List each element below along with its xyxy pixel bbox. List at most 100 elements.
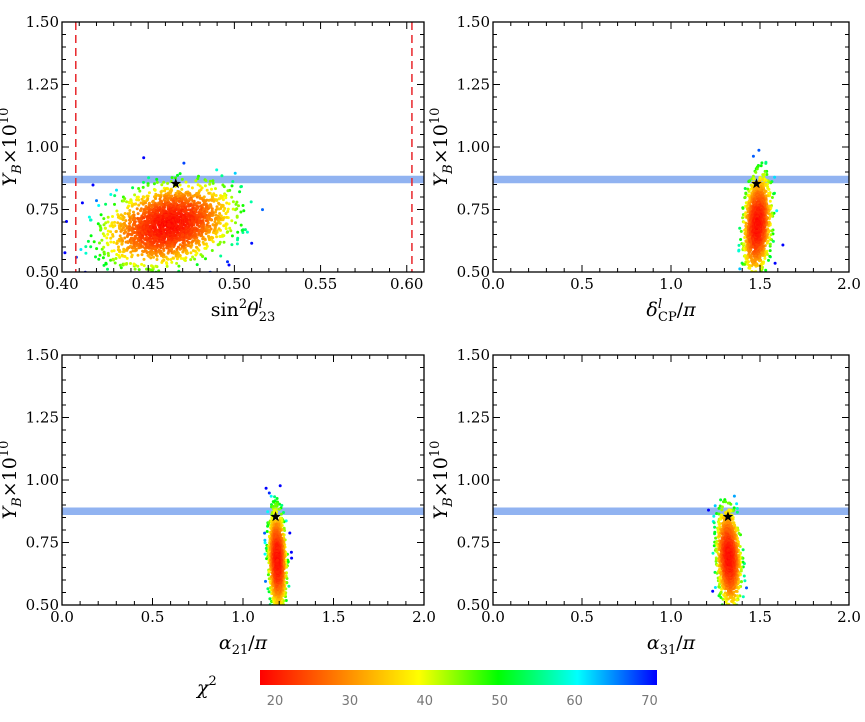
data-point (227, 202, 231, 206)
panel-3: 0.0 0.5 1.0 1.5 2.00.500.751.001.251.50YB×10… (0, 346, 436, 658)
data-point (123, 236, 127, 240)
data-point (115, 188, 118, 192)
data-point (106, 220, 110, 224)
data-point (171, 256, 175, 260)
data-point (174, 176, 177, 180)
data-point (290, 556, 294, 560)
data-point (287, 605, 290, 608)
data-point (190, 186, 194, 190)
data-point (165, 194, 169, 198)
data-point (230, 234, 234, 238)
data-point (147, 176, 151, 180)
data-point (275, 497, 279, 500)
data-point (113, 202, 116, 206)
data-point (743, 254, 747, 257)
data-point (123, 197, 127, 201)
data-point (114, 229, 118, 233)
data-point (237, 204, 240, 208)
data-point (288, 531, 292, 535)
data-point (767, 258, 770, 262)
data-point (109, 230, 113, 234)
data-point (108, 278, 111, 281)
data-point (137, 203, 141, 207)
data-point (106, 232, 110, 236)
data-point (280, 615, 283, 618)
y-axis-label: YB×1010 (0, 108, 25, 187)
data-point (102, 250, 106, 254)
data-point (264, 546, 268, 550)
axes-frame (61, 21, 425, 273)
x-tick-label: 0.45 (131, 275, 164, 293)
data-point (169, 258, 173, 261)
data-point (226, 260, 229, 264)
data-point (211, 196, 215, 200)
x-tick-label: 1.5 (748, 275, 772, 293)
data-point (279, 512, 283, 516)
data-point (189, 258, 193, 262)
data-point (767, 191, 771, 195)
data-point (264, 486, 268, 490)
data-point (95, 247, 99, 251)
data-point (762, 175, 766, 179)
data-point (99, 213, 103, 217)
data-point (213, 217, 217, 221)
data-point (224, 227, 228, 231)
data-point (203, 246, 207, 250)
data-point (211, 223, 215, 227)
data-point (165, 264, 169, 268)
data-point (219, 214, 223, 218)
data-point (118, 298, 121, 301)
data-point (235, 200, 239, 204)
data-point (133, 193, 137, 197)
data-point (163, 240, 167, 244)
data-point (157, 248, 161, 252)
data-point (202, 195, 206, 199)
data-point (84, 251, 88, 255)
data-point (155, 242, 159, 246)
data-point (170, 176, 174, 180)
data-point (205, 223, 209, 227)
data-point (224, 196, 228, 200)
data-point (152, 255, 155, 259)
x-tick-label: 1.0 (659, 275, 683, 293)
data-point (742, 242, 746, 246)
data-point (139, 209, 143, 212)
data-point (106, 243, 110, 247)
data-point (761, 178, 765, 181)
data-point (142, 180, 145, 184)
data-point (175, 261, 179, 265)
panel-1: 0.40 0.45 0.50 0.55 0.600.500.751.001.251.50… (0, 13, 425, 325)
data-point (150, 205, 154, 209)
data-point (154, 197, 157, 201)
sin2-theta23-xlabel: sin2θl 23 (211, 297, 276, 325)
data-point (204, 232, 208, 236)
data-point (267, 491, 271, 495)
data-point (263, 541, 267, 545)
data-point (227, 263, 231, 267)
data-point (199, 253, 203, 257)
data-point (80, 201, 84, 205)
data-point (130, 204, 134, 208)
data-point (278, 608, 281, 611)
data-point (213, 220, 217, 224)
data-point (286, 558, 290, 562)
data-point (751, 154, 755, 158)
data-point (125, 200, 129, 204)
panel-2: 0.0 0.5 1.0 1.5 2.00.500.751.001.251.50YB×10… (428, 13, 861, 325)
data-point (178, 183, 182, 187)
data-point (137, 268, 141, 272)
data-point (231, 200, 235, 204)
data-point (104, 226, 107, 230)
data-point (102, 217, 106, 221)
data-point (236, 236, 240, 240)
data-point (760, 161, 764, 165)
data-point (125, 256, 129, 260)
data-point (118, 263, 122, 267)
data-point (289, 550, 293, 554)
data-point (773, 175, 777, 179)
data-point (222, 224, 226, 228)
data-point (745, 276, 748, 279)
data-point (198, 184, 202, 188)
data-point (162, 247, 165, 250)
data-point (231, 180, 235, 183)
